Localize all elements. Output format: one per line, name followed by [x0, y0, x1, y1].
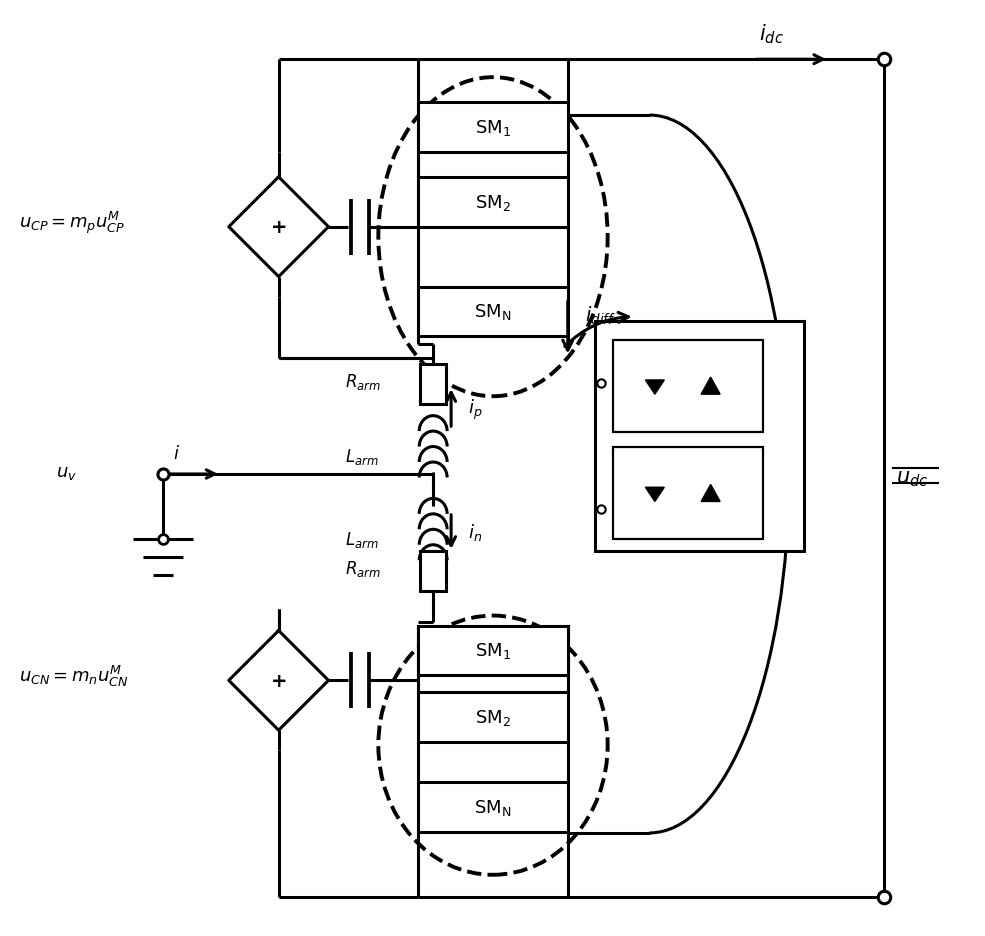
Text: $R_{arm}$: $R_{arm}$ [346, 372, 381, 392]
Text: $L_{arm}$: $L_{arm}$ [346, 446, 379, 466]
Text: $u_{CP}{=}m_p u_{CP}^M$: $u_{CP}{=}m_p u_{CP}^M$ [20, 210, 126, 236]
Text: $\rm SM_1$: $\rm SM_1$ [475, 118, 511, 138]
Text: +: + [271, 671, 287, 690]
Bar [421, 365, 446, 404]
Bar [419, 693, 567, 742]
Text: $i$: $i$ [173, 445, 180, 462]
Text: $i_{dc}$: $i_{dc}$ [759, 22, 784, 46]
Bar [419, 287, 567, 337]
Bar [419, 103, 567, 153]
Bar [419, 178, 567, 227]
Text: $u_{dc}$: $u_{dc}$ [895, 469, 928, 489]
Polygon shape [645, 488, 664, 502]
Text: $L_{arm}$: $L_{arm}$ [346, 529, 379, 549]
Bar [595, 322, 804, 551]
Text: $\rm SM_2$: $\rm SM_2$ [475, 193, 511, 212]
Text: $i_p$: $i_p$ [468, 398, 483, 422]
Polygon shape [229, 178, 328, 277]
Text: $\rm SM_N$: $\rm SM_N$ [475, 302, 511, 322]
Bar [613, 341, 763, 432]
Text: $\rm SM_N$: $\rm SM_N$ [475, 797, 511, 817]
Polygon shape [645, 381, 664, 395]
Text: $\rm SM_2$: $\rm SM_2$ [475, 708, 511, 727]
Polygon shape [701, 378, 720, 395]
Text: $\rm SM_1$: $\rm SM_1$ [475, 641, 511, 661]
Text: $i_{diff}$: $i_{diff}$ [585, 304, 616, 327]
Polygon shape [229, 631, 328, 730]
Bar [421, 551, 446, 591]
Text: $i_n$: $i_n$ [468, 521, 483, 543]
Text: $u_v$: $u_v$ [56, 463, 78, 481]
Polygon shape [701, 485, 720, 502]
Text: +: + [271, 218, 287, 237]
Text: $u_{CN}{=}m_n u_{CN}^M$: $u_{CN}{=}m_n u_{CN}^M$ [20, 663, 129, 688]
Bar [613, 447, 763, 539]
Text: $R_{arm}$: $R_{arm}$ [346, 558, 381, 578]
Bar [419, 782, 567, 832]
Bar [419, 626, 567, 676]
